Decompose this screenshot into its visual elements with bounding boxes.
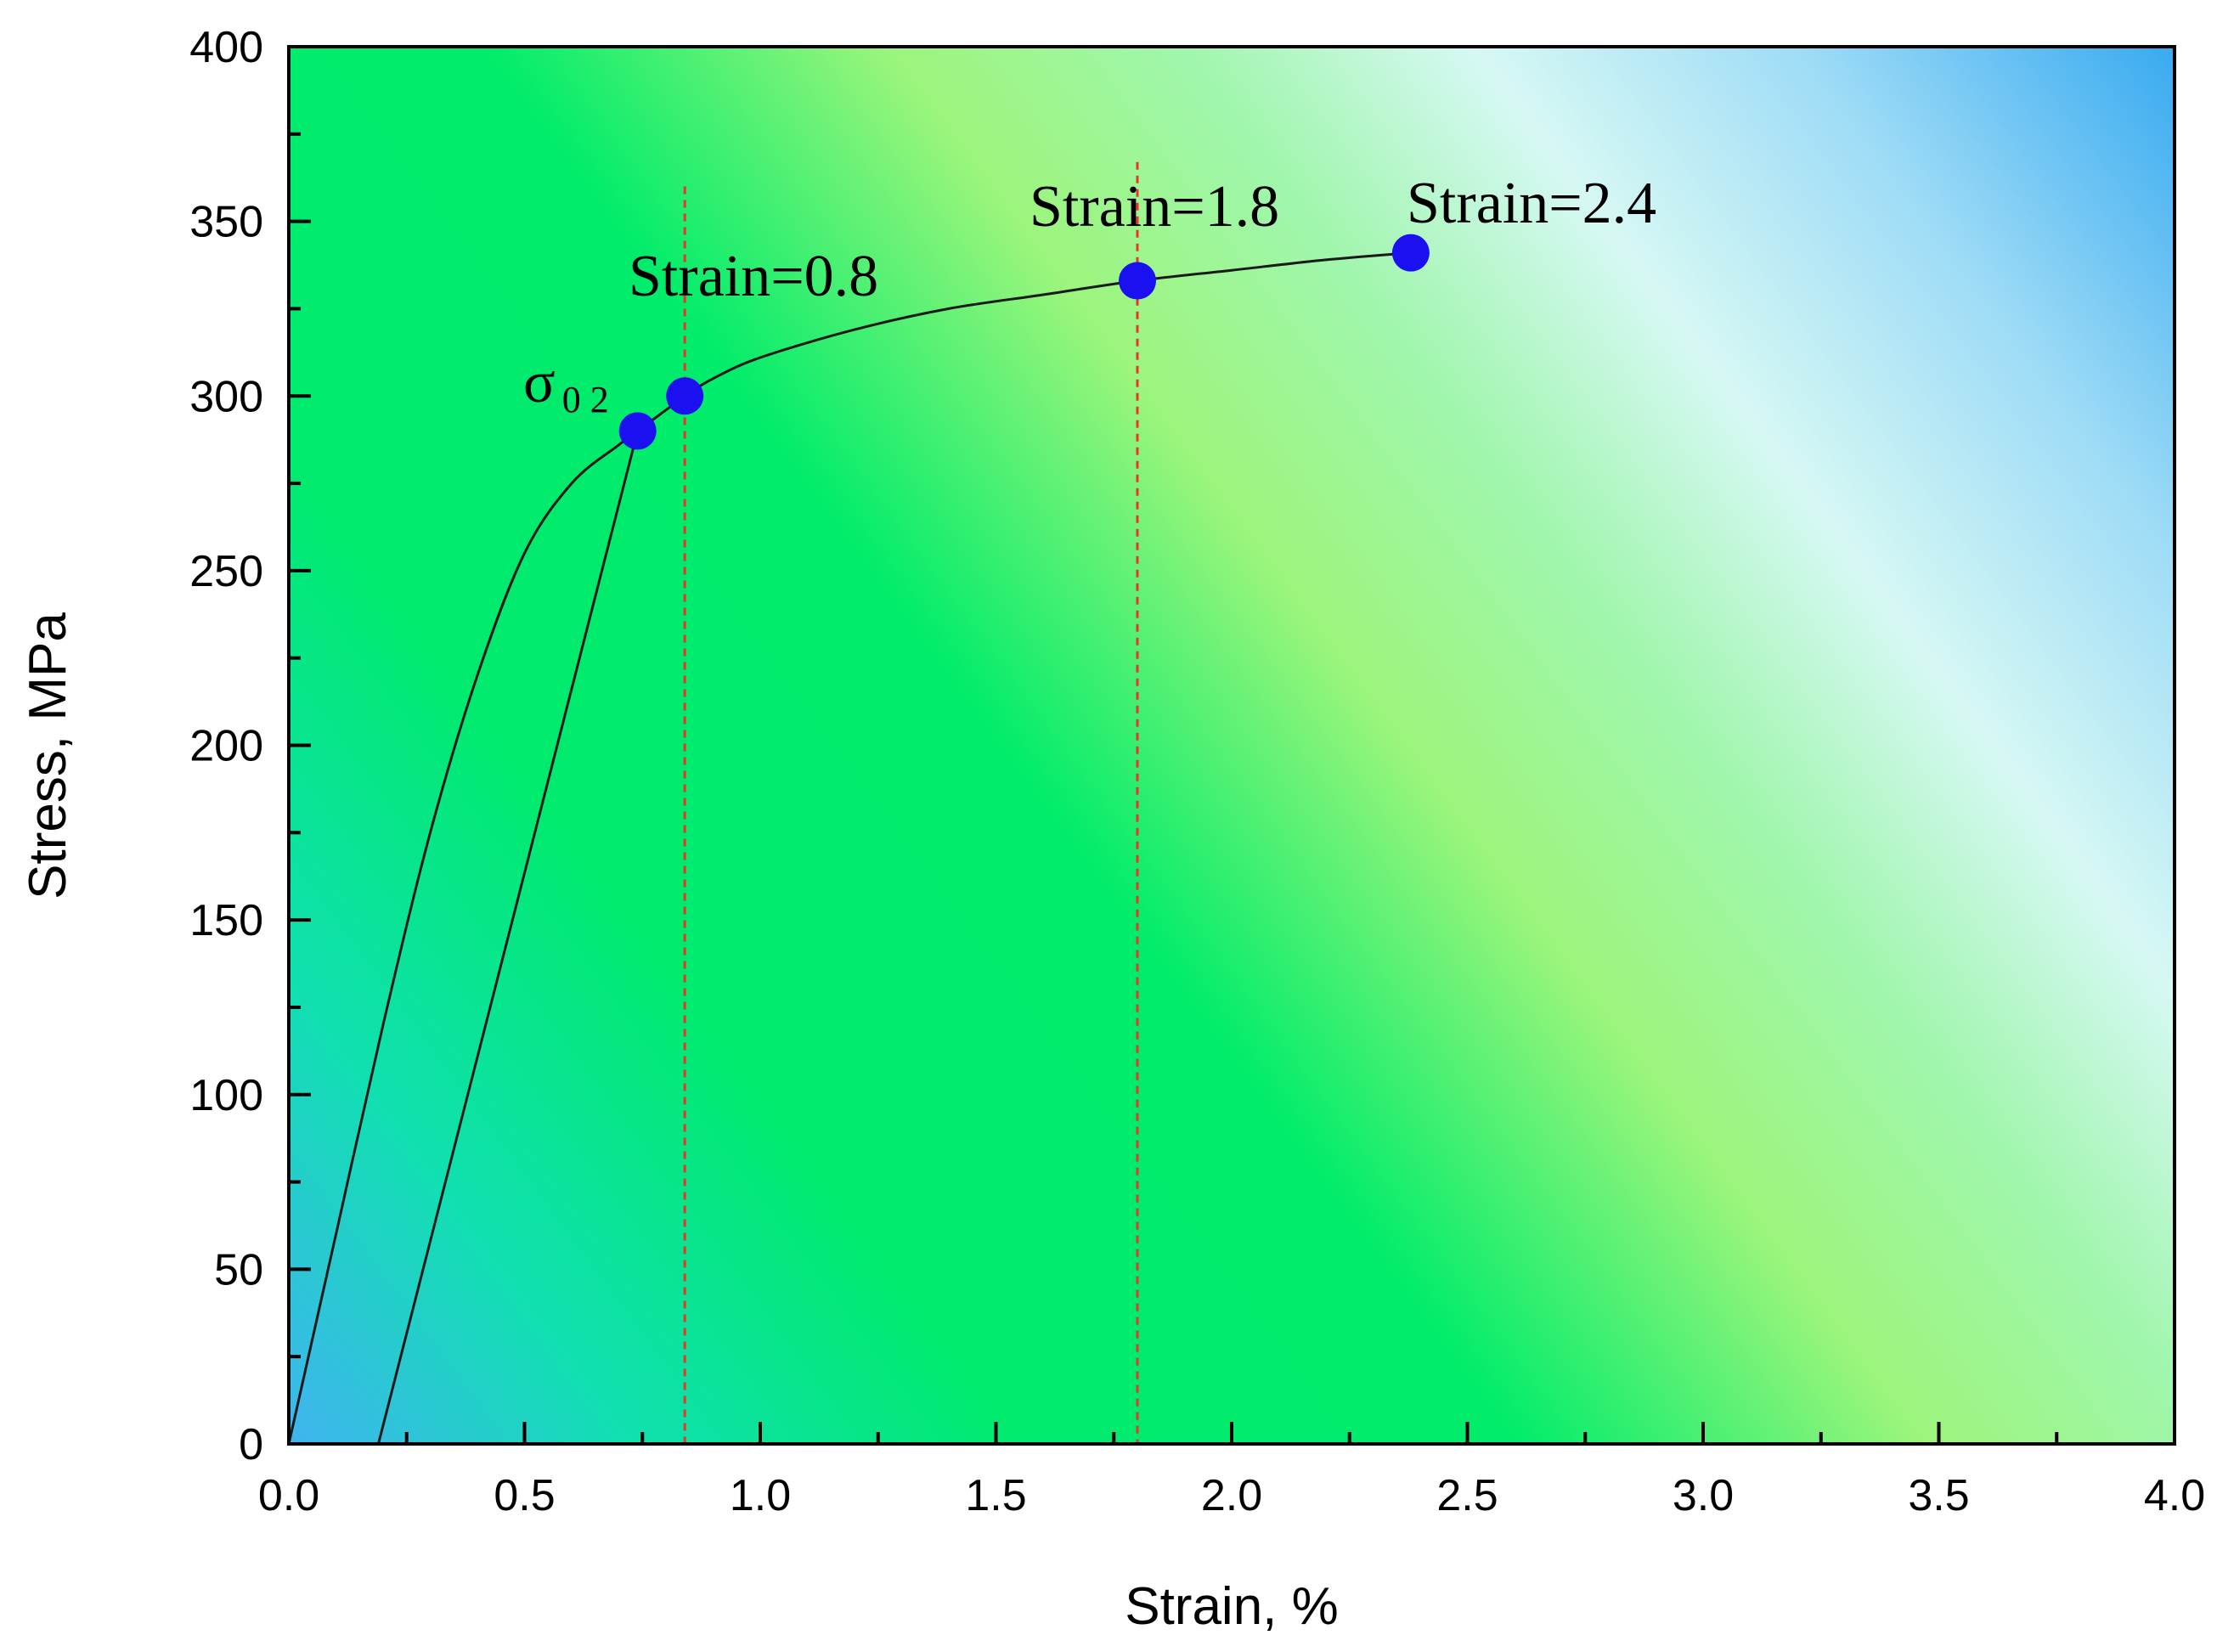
sigma-symbol: σ [523,350,556,415]
marker-1 [666,377,704,415]
y-tick-label: 300 [189,372,263,421]
x-tick-label: 2.0 [1201,1471,1262,1520]
x-tick-label: 1.0 [730,1471,791,1520]
y-axis-title: Stress, MPa [19,612,77,899]
marker-3 [1391,234,1430,272]
marker-2 [1119,262,1156,300]
marker-0 [618,412,657,450]
x-tick-label: 0.0 [258,1471,319,1520]
x-tick-labels: 0.0 0.5 1.0 1.5 2.0 2.5 3.0 3.5 4.0 [258,1471,2205,1520]
y-tick-label: 200 [189,722,263,771]
offset-line [376,431,640,1445]
sigma-subscript: 0 2 [562,379,609,420]
x-tick-label: 3.5 [1908,1471,1969,1520]
y-tick-labels: 0 50 100 150 200 250 300 350 400 [189,23,263,1469]
sigma-annotation: σ 0 2 [523,350,609,420]
x-axis-title: Strain, % [1125,1577,1339,1636]
strain-1-8-label: Strain=1.8 [1030,174,1279,240]
y-tick-label: 50 [214,1245,263,1294]
strain-0-8-label: Strain=0.8 [629,244,878,309]
x-tick-label: 0.5 [494,1471,555,1520]
x-tick-label: 4.0 [2144,1471,2205,1520]
y-tick-label: 400 [189,23,263,72]
data-markers [618,234,1430,450]
x-tick-label: 3.0 [1673,1471,1734,1520]
y-tick-label: 100 [189,1071,263,1120]
y-tick-label: 150 [189,896,263,945]
y-tick-label: 0 [239,1420,263,1469]
x-tick-label: 2.5 [1436,1471,1498,1520]
y-tick-label: 250 [189,547,263,596]
plot-area [289,47,2175,1444]
axis-ticks [287,45,2176,1446]
strain-2-4-label: Strain=2.4 [1407,171,1656,236]
y-tick-label: 350 [189,198,263,247]
x-tick-label: 1.5 [965,1471,1026,1520]
